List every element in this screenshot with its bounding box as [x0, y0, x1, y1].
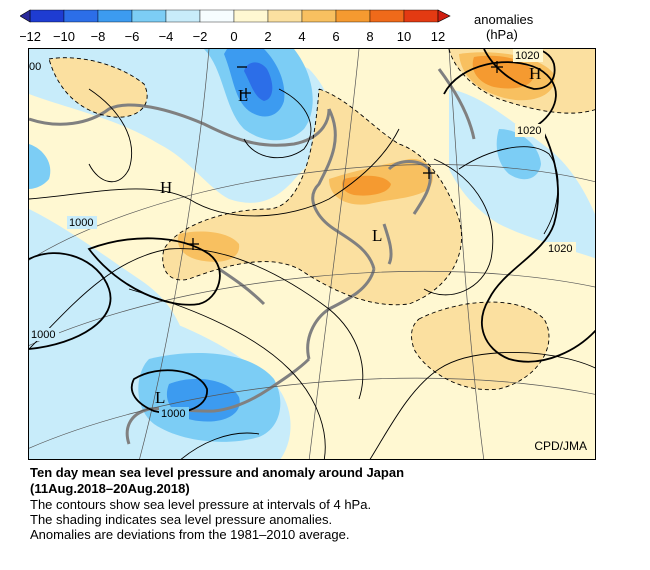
- anomaly-shading-core-negative: [244, 62, 273, 101]
- isobars: [29, 88, 595, 459]
- graticule: [29, 49, 595, 459]
- caption-period: (11Aug.2018–20Aug.2018): [30, 481, 190, 496]
- contour-label: 1020: [517, 125, 541, 137]
- credit-label: CPD/JMA: [534, 439, 587, 453]
- colorbar-tick-label: 0: [230, 29, 237, 44]
- high-pressure-marker: H: [160, 178, 172, 197]
- coastlines: [29, 68, 476, 445]
- colorbar-tick-label: −10: [53, 29, 75, 44]
- zero-anomaly-contours: [48, 49, 595, 391]
- contour-label: 1020: [548, 243, 572, 255]
- centre-cross-icon: [187, 61, 503, 250]
- colorbar-cell: [369, 9, 405, 23]
- colorbar-tick-label: 4: [298, 29, 305, 44]
- colorbar-cell: [267, 9, 303, 23]
- contour-label: 1020: [515, 50, 539, 62]
- high-pressure-marker: H: [529, 64, 541, 83]
- pressure-anomaly-map: 1020 1020 1020 1000 1000 1000 00 H H L L…: [28, 48, 596, 460]
- contour-label: 1000: [161, 408, 185, 420]
- colorbar-cell: [403, 9, 439, 23]
- colorbar-tick-label: −8: [91, 29, 106, 44]
- legend-title: anomalies: [474, 12, 534, 27]
- colorbar-cell: [233, 9, 269, 23]
- colorbar-tick-label: 12: [431, 29, 445, 44]
- caption-title: Ten day mean sea level pressure and anom…: [30, 465, 405, 480]
- colorbar-tick-label: 10: [397, 29, 411, 44]
- contour-labels: 1020 1020 1020 1000 1000 1000 00: [29, 49, 576, 420]
- colorbar-tick-label: −12: [20, 29, 41, 44]
- low-pressure-marker: L: [155, 388, 165, 407]
- pressure-centres: H H L L L: [155, 61, 541, 407]
- colorbar-tick-label: −2: [193, 29, 208, 44]
- colorbar-cell: [165, 9, 201, 23]
- contour-label: 1000: [31, 329, 55, 341]
- anomaly-colorbar: −12 −10 −8 −6 −4 −2 0 2 4 6 8 10 12: [20, 9, 451, 44]
- colorbar-cell: [131, 9, 167, 23]
- colorbar-tick-label: −4: [159, 29, 174, 44]
- colorbar-tick-label: 8: [366, 29, 373, 44]
- contour-label: 00: [29, 61, 41, 73]
- colorbar-cell: [301, 9, 337, 23]
- colorbar-cell: [63, 9, 99, 23]
- caption-line: Anomalies are deviations from the 1981–2…: [30, 527, 350, 542]
- contour-label: 1000: [69, 217, 93, 229]
- colorbar-tick-label: −6: [125, 29, 140, 44]
- caption-line: The shading indicates sea level pressure…: [30, 512, 333, 527]
- colorbar-tick-label: 6: [332, 29, 339, 44]
- colorbar-cell: [29, 9, 65, 23]
- colorbar-cell: [335, 9, 371, 23]
- legend-unit: (hPa): [486, 27, 518, 42]
- low-pressure-marker: L: [238, 86, 248, 105]
- colorbar-tick-label: 2: [264, 29, 271, 44]
- isobars-bold: [29, 49, 595, 414]
- caption-line: The contours show sea level pressure at …: [30, 497, 372, 512]
- low-pressure-marker: L: [372, 226, 382, 245]
- colorbar-cell: [199, 9, 235, 23]
- colorbar-cell: [97, 9, 133, 23]
